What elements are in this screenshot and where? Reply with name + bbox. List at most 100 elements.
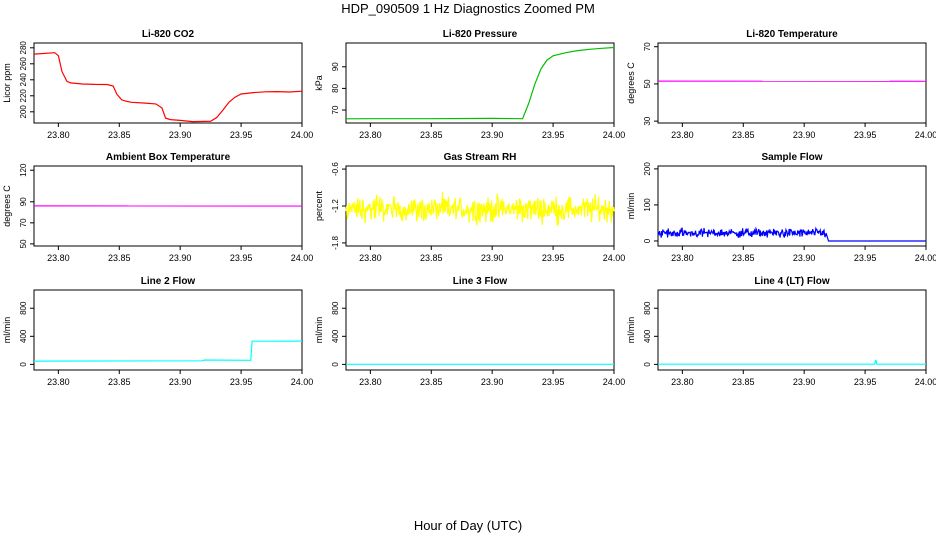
x-tick-label: 23.85 [732,130,755,140]
y-tick-label: 70 [643,42,652,51]
plot-frame [657,42,927,124]
y-tick-label: 200 [643,162,652,176]
x-tick-label: 23.80 [359,377,382,387]
panel-title: Ambient Box Temperature [106,152,231,163]
x-axis-label: Hour of Day (UTC) [413,518,523,533]
panel-title: Li-820 CO2 [142,29,195,40]
plot-frame [345,42,615,124]
plot-frame [657,165,927,247]
series-line-co2 [33,52,303,123]
panel-title: Li-820 Temperature [746,29,838,40]
x-tick-label: 23.90 [481,253,504,263]
series-line-pressure [345,46,615,120]
x-tick-label: 24.00 [291,253,314,263]
x-tick-label: 23.90 [169,377,192,387]
plot-frame [345,289,615,371]
y-tick-label: 280 [19,41,28,55]
y-axis-label: kPa [314,75,324,91]
y-axis-label: ml/min [314,317,324,344]
x-tick-label: 23.95 [854,130,877,140]
plot-frame [33,289,303,371]
y-axis-label: degrees C [626,62,636,104]
panel-title: Li-820 Pressure [443,29,518,40]
x-tick-label: 24.00 [291,377,314,387]
y-tick-label: 50 [19,239,28,248]
x-tick-label: 23.85 [420,253,443,263]
x-tick-label: 23.80 [671,377,694,387]
panel-sample-flow: Sample Flow ml/min 0 100 200 23.80 23.85 23.90 2… [626,152,936,263]
y-tick-label: 70 [19,218,28,227]
x-tick-label: 23.95 [542,130,565,140]
y-tick-label: 70 [331,105,340,114]
y-tick-label: 0 [643,362,652,367]
x-tick-label: 24.00 [915,253,936,263]
x-tick-label: 23.95 [230,253,253,263]
y-tick-label: -1.8 [331,235,340,249]
y-tick-label: 240 [19,73,28,87]
panel-li-820-pressure: Li-820 Pressure kPa 70 80 90 23.80 23.85 23.90 2… [314,29,625,140]
y-axis-label: Licor ppm [2,63,12,103]
panel-line-4-lt-flow: Line 4 (LT) Flow ml/min 0 400 800 23.80 23.85 2… [626,276,936,387]
x-tick-label: 24.00 [291,130,314,140]
x-tick-label: 23.95 [230,130,253,140]
panel-title: Line 3 Flow [453,276,508,287]
y-tick-label: 0 [331,362,340,367]
x-tick-label: 23.80 [47,377,70,387]
x-tick-label: 23.85 [420,130,443,140]
plot-frame [33,42,303,124]
panel-line-2-flow: Line 2 Flow ml/min 0 400 800 23.80 23.85 23.90 2… [2,276,313,387]
y-axis-label: ml/min [626,193,636,220]
x-tick-label: 23.85 [732,377,755,387]
x-tick-label: 23.95 [542,377,565,387]
x-tick-label: 23.90 [793,253,816,263]
y-tick-label: 220 [19,89,28,103]
series-line-line-4-flow [658,359,926,365]
x-tick-label: 23.85 [108,130,131,140]
y-tick-label: 30 [643,116,652,125]
y-tick-label: 400 [643,329,652,343]
y-tick-label: 800 [331,301,340,315]
panel-title: Gas Stream RH [444,152,517,163]
y-axis-label: ml/min [626,317,636,344]
y-tick-label: 0 [643,238,652,243]
x-tick-label: 23.95 [230,377,253,387]
x-tick-label: 23.90 [481,377,504,387]
series-line-sample-flow [657,226,926,242]
x-tick-label: 23.90 [481,130,504,140]
plot-frame [657,289,927,371]
x-tick-label: 23.85 [732,253,755,263]
y-tick-label: 260 [19,57,28,71]
x-tick-label: 23.95 [854,377,877,387]
x-tick-label: 23.85 [108,377,131,387]
x-tick-label: 24.00 [603,130,626,140]
panel-ambient-box-temperature: Ambient Box Temperature degrees C 50 70 90 12… [2,152,313,263]
y-tick-label: 800 [19,301,28,315]
x-tick-label: 23.95 [854,253,877,263]
y-tick-label: -0.6 [331,162,340,176]
x-tick-label: 23.90 [169,253,192,263]
y-tick-label: 50 [643,79,652,88]
y-tick-label: 100 [643,198,652,212]
y-tick-label: 400 [331,329,340,343]
x-tick-label: 24.00 [915,130,936,140]
y-axis-label: percent [314,190,324,221]
x-tick-label: 24.00 [915,377,936,387]
x-tick-label: 23.80 [359,130,382,140]
y-tick-label: 80 [331,83,340,92]
series-line-line-2-flow [33,340,303,362]
x-tick-label: 23.80 [47,130,70,140]
y-tick-label: 0 [19,362,28,367]
y-tick-label: 400 [19,329,28,343]
x-tick-label: 24.00 [603,377,626,387]
x-tick-label: 23.90 [793,130,816,140]
x-tick-label: 23.80 [47,253,70,263]
panel-title: Sample Flow [761,152,822,163]
panel-line-3-flow: Line 3 Flow ml/min 0 400 800 23.80 23.85 23.90 2… [314,276,625,387]
page-title: HDP_090509 1 Hz Diagnostics Zoomed PM [341,1,595,16]
panel-title: Line 4 (LT) Flow [754,276,830,287]
x-tick-label: 23.95 [542,253,565,263]
x-tick-label: 23.80 [671,253,694,263]
y-tick-label: -1.2 [331,199,340,213]
y-tick-label: 90 [19,197,28,206]
y-tick-label: 90 [331,62,340,71]
